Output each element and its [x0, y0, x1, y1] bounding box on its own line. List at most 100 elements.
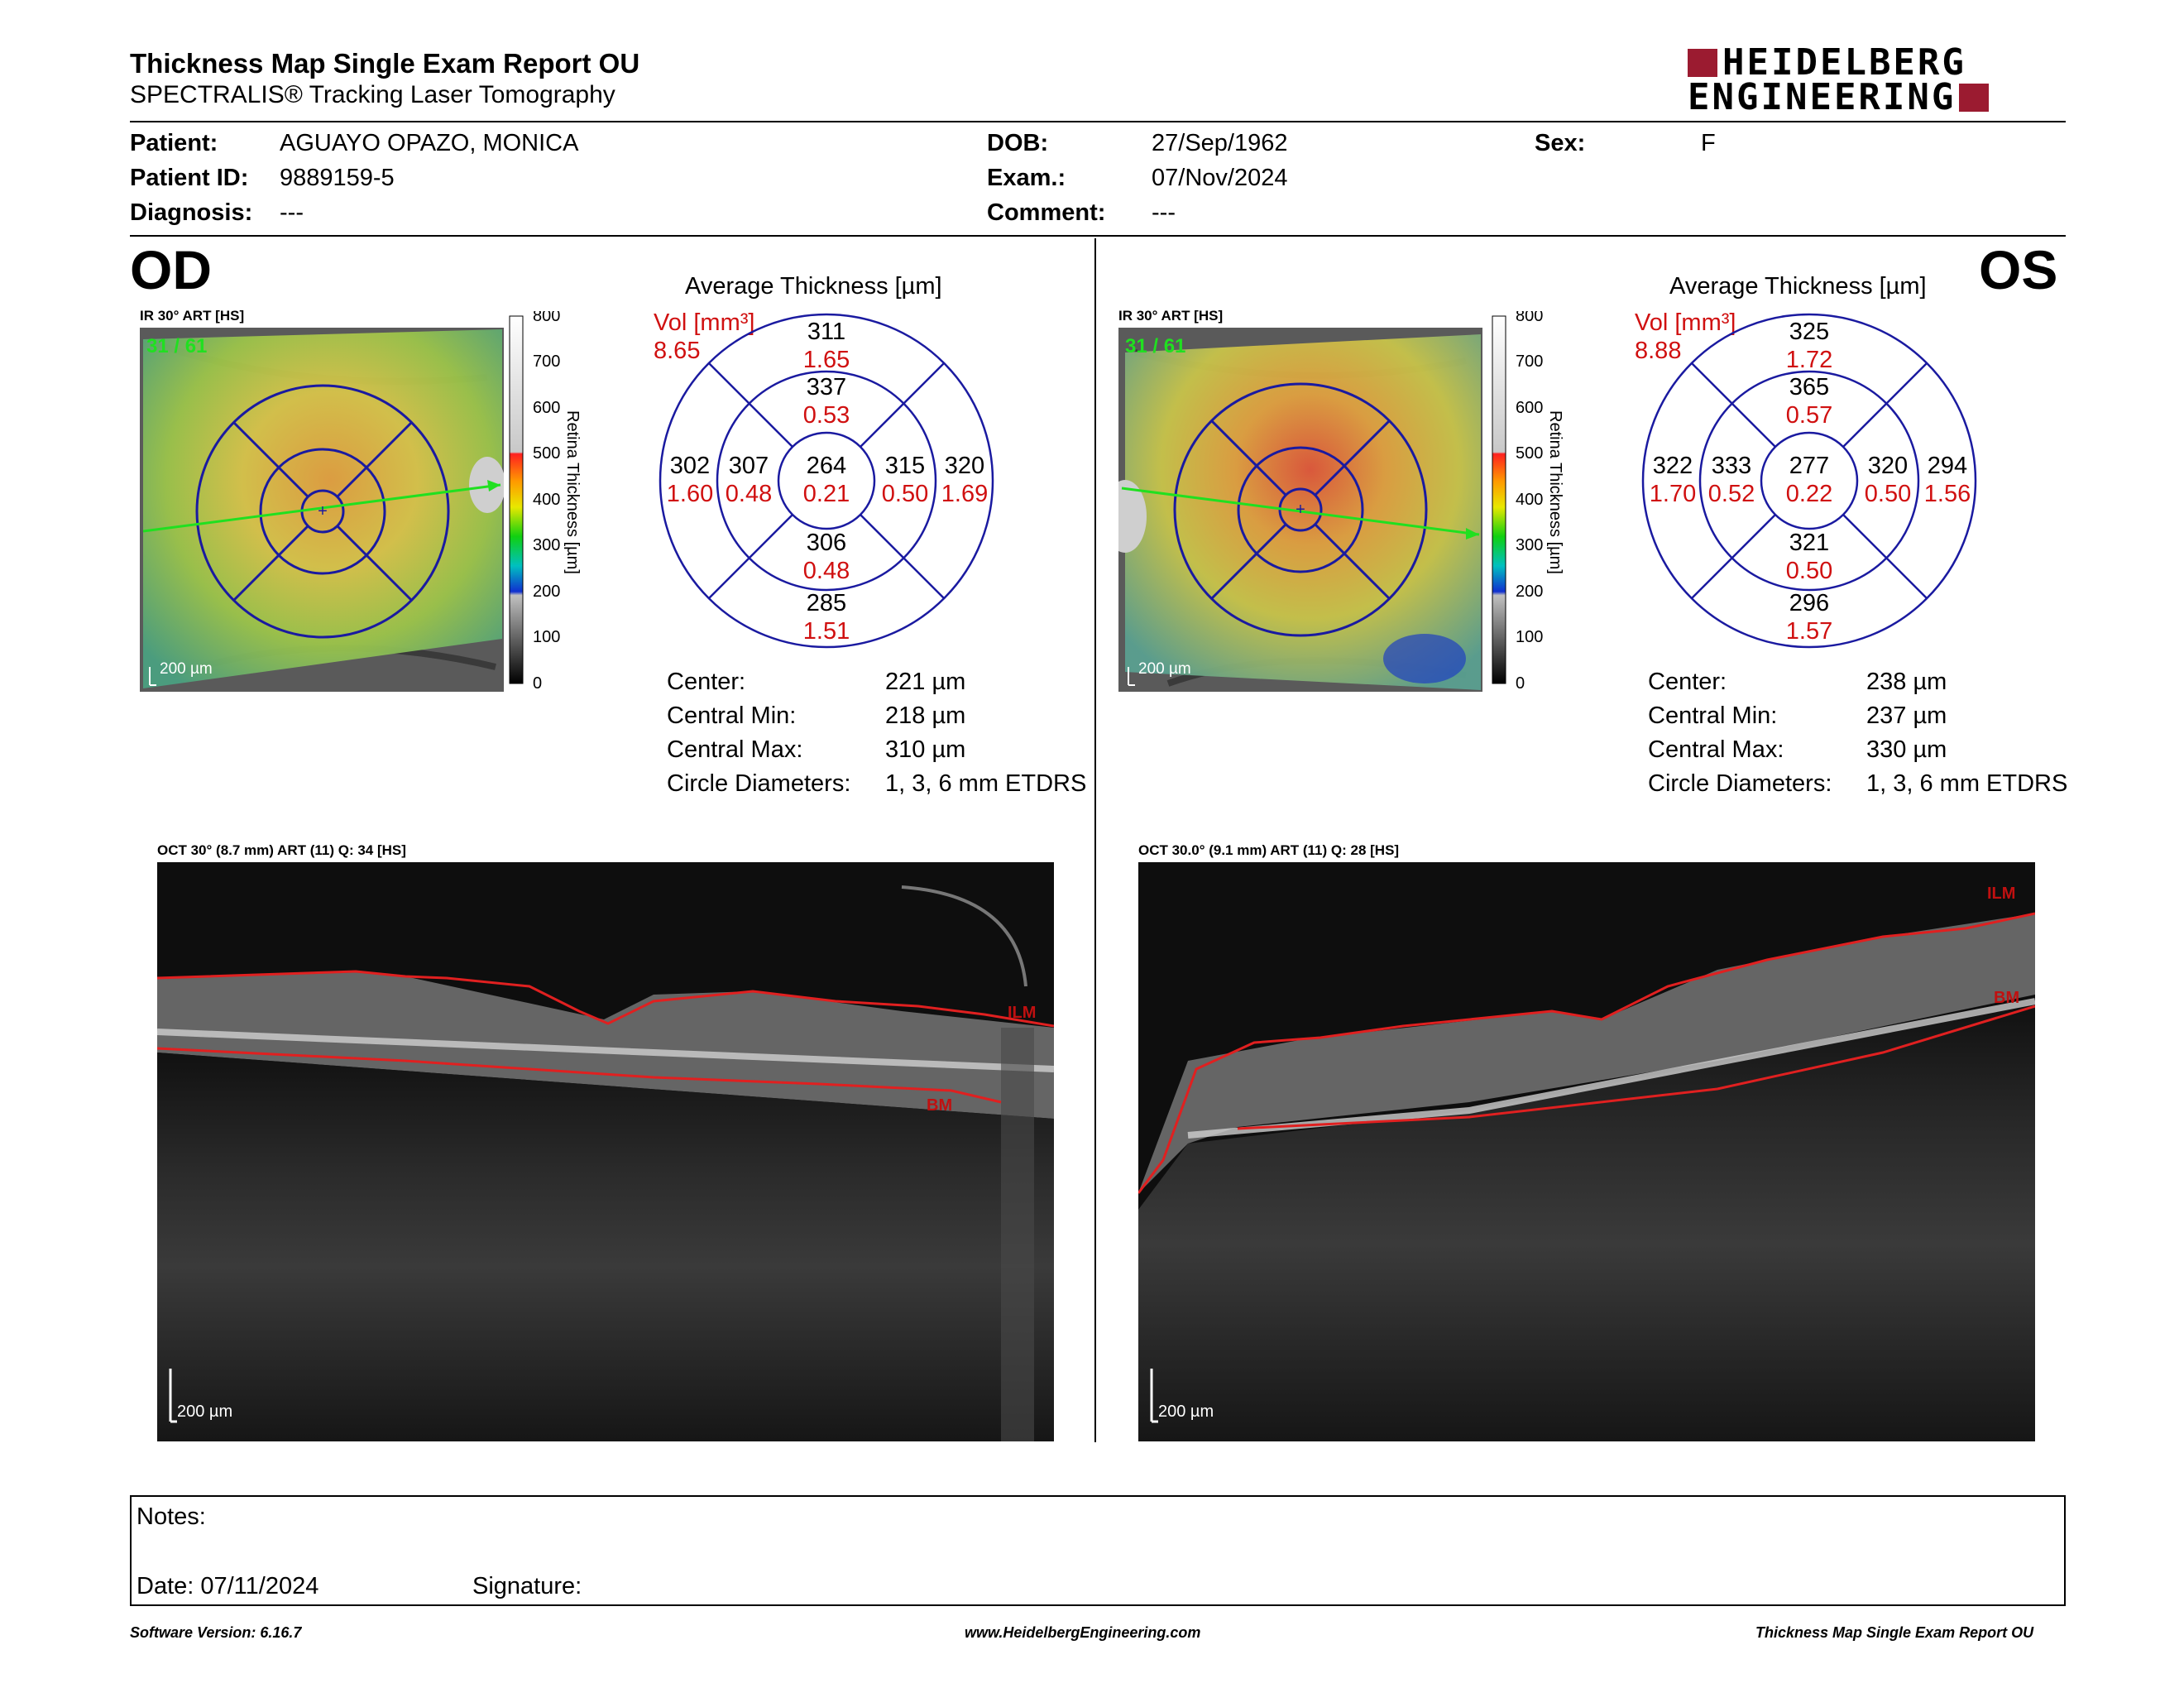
od-inner-top-volume: 0.53 [803, 402, 850, 429]
od-colorbar-tick-0: 0 [533, 674, 542, 692]
od-stat-min-label: Central Min: [667, 703, 797, 729]
diagnosis-label: Diagnosis: [130, 199, 253, 226]
os-outer-top-thickness: 325 [1789, 319, 1829, 345]
od-outer-left-volume: 1.60 [667, 481, 713, 507]
od-inner-right-thickness: 315 [885, 453, 925, 479]
os-inner-top-volume: 0.57 [1786, 402, 1832, 429]
os-stat-center-value: 238 µm [1866, 669, 1947, 695]
report-title: Thickness Map Single Exam Report OU [130, 48, 640, 79]
svg-text:+: + [318, 502, 328, 520]
diagnosis-value: --- [280, 199, 304, 226]
website-link[interactable]: www.HeidelbergEngineering.com [965, 1624, 1201, 1641]
os-colorbar-tick-800: 800 [1516, 311, 1543, 325]
os-colorbar-tick-600: 600 [1516, 399, 1543, 417]
logo-line2: ENGINEERING [1688, 76, 1956, 118]
exam-label: Exam.: [987, 165, 1066, 191]
od-etdrs-grid: 311 1.65 337 0.53 264 0.21 307 0.48 315 … [659, 313, 994, 649]
exam-value: 07/Nov/2024 [1152, 165, 1288, 191]
od-avg-title: Average Thickness [µm] [685, 273, 942, 300]
logo-square-left [1688, 49, 1717, 77]
od-colorbar-tick-300: 300 [533, 536, 560, 554]
software-version: Software Version: 6.16.7 [130, 1624, 302, 1641]
patient-id-label: Patient ID: [130, 165, 249, 191]
os-colorbar-tick-300: 300 [1516, 536, 1543, 554]
os-stat-center-label: Center: [1648, 669, 1727, 695]
os-inner-right-volume: 0.50 [1865, 481, 1911, 507]
sex-label: Sex: [1535, 130, 1586, 156]
od-inner-bottom-thickness: 306 [807, 530, 846, 556]
os-vol-label: Vol [mm³] [1635, 309, 1736, 336]
svg-text:+: + [1296, 501, 1305, 519]
os-inner-right-thickness: 320 [1868, 453, 1908, 479]
os-inner-bottom-volume: 0.50 [1786, 558, 1832, 584]
od-bm-label: BM [927, 1096, 952, 1115]
od-stat-diam-value: 1, 3, 6 mm ETDRS [885, 770, 1087, 797]
os-colorbar-tick-400: 400 [1516, 491, 1543, 509]
os-inner-left-volume: 0.52 [1708, 481, 1755, 507]
os-stat-min-value: 237 µm [1866, 703, 1947, 729]
os-stat-max-label: Central Max: [1648, 736, 1784, 763]
od-colorbar-tick-400: 400 [533, 491, 560, 509]
os-center-volume: 0.22 [1786, 481, 1832, 507]
os-stat-max-value: 330 µm [1866, 736, 1947, 763]
os-fundus-scale: 200 µm [1138, 660, 1191, 678]
notes-box[interactable]: Notes: Date: 07/11/2024 Signature: [130, 1495, 2066, 1606]
os-oct-label: OCT 30.0° (9.1 mm) ART (11) Q: 28 [HS] [1138, 842, 1400, 858]
od-outer-right-volume: 1.69 [941, 481, 988, 507]
os-inner-top-thickness: 365 [1789, 374, 1829, 400]
od-stat-max-value: 310 µm [885, 736, 966, 763]
os-colorbar-tick-100: 100 [1516, 628, 1543, 646]
patient-name: AGUAYO OPAZO, MONICA [280, 130, 579, 156]
od-outer-top-volume: 1.65 [803, 347, 850, 373]
od-vol-label: Vol [mm³] [654, 309, 755, 336]
od-colorbar-tick-700: 700 [533, 352, 560, 371]
os-inner-bottom-thickness: 321 [1789, 530, 1829, 556]
od-fundus-scale: 200 µm [160, 660, 213, 678]
notes-label: Notes: [136, 1503, 206, 1530]
comment-label: Comment: [987, 199, 1106, 226]
os-outer-left-thickness: 322 [1653, 453, 1693, 479]
od-stat-center-value: 221 µm [885, 669, 966, 695]
os-colorbar-tick-0: 0 [1516, 674, 1525, 692]
header-divider-top [130, 121, 2066, 122]
od-colorbar: 800 700 600 500 400 300 200 100 0 Retina… [509, 311, 582, 692]
logo-line1: HEIDELBERG [1722, 41, 1966, 84]
od-outer-bottom-thickness: 285 [807, 590, 846, 616]
od-outer-left-thickness: 302 [670, 453, 710, 479]
center-divider [1094, 238, 1096, 1442]
dob-label: DOB: [987, 130, 1049, 156]
os-colorbar-tick-200: 200 [1516, 583, 1543, 601]
os-outer-top-volume: 1.72 [1786, 347, 1832, 373]
od-fundus-count: 31 / 61 [146, 335, 207, 357]
od-center-thickness: 264 [807, 453, 846, 479]
od-colorbar-tick-800: 800 [533, 311, 560, 325]
header-divider-bottom [130, 235, 2066, 237]
od-stat-max-label: Central Max: [667, 736, 803, 763]
patient-name-label: Patient: [130, 130, 218, 156]
os-ilm-label: ILM [1987, 885, 2015, 903]
od-inner-left-volume: 0.48 [726, 481, 772, 507]
dob-value: 27/Sep/1962 [1152, 130, 1288, 156]
os-avg-title: Average Thickness [µm] [1669, 273, 1927, 300]
os-colorbar: 800 700 600 500 400 300 200 100 0 Retina… [1492, 311, 1564, 692]
os-etdrs-grid: 325 1.72 365 0.57 277 0.22 333 0.52 320 … [1641, 313, 1977, 649]
od-stat-diam-label: Circle Diameters: [667, 770, 851, 797]
os-stat-diam-value: 1, 3, 6 mm ETDRS [1866, 770, 2068, 797]
od-outer-top-thickness: 311 [807, 319, 845, 345]
od-outer-right-thickness: 320 [945, 453, 984, 479]
os-vol-total: 8.88 [1635, 338, 1682, 364]
logo-square-right [1959, 84, 1990, 112]
od-center-volume: 0.21 [803, 481, 850, 507]
od-colorbar-tick-500: 500 [533, 444, 560, 463]
os-outer-right-volume: 1.56 [1924, 481, 1971, 507]
signature-label: Signature: [472, 1573, 582, 1599]
od-inner-left-thickness: 307 [729, 453, 769, 479]
os-colorbar-tick-700: 700 [1516, 352, 1543, 371]
date-label: Date: 07/11/2024 [136, 1573, 319, 1599]
eye-label-os: OS [1979, 239, 2058, 300]
od-colorbar-tick-200: 200 [533, 583, 560, 601]
os-colorbar-tick-500: 500 [1516, 444, 1543, 463]
heidelberg-logo: HEIDELBERG ENGINEERING [1688, 41, 2068, 118]
od-stat-min-value: 218 µm [885, 703, 966, 729]
os-oct-scale: 200 µm [1158, 1403, 1214, 1421]
